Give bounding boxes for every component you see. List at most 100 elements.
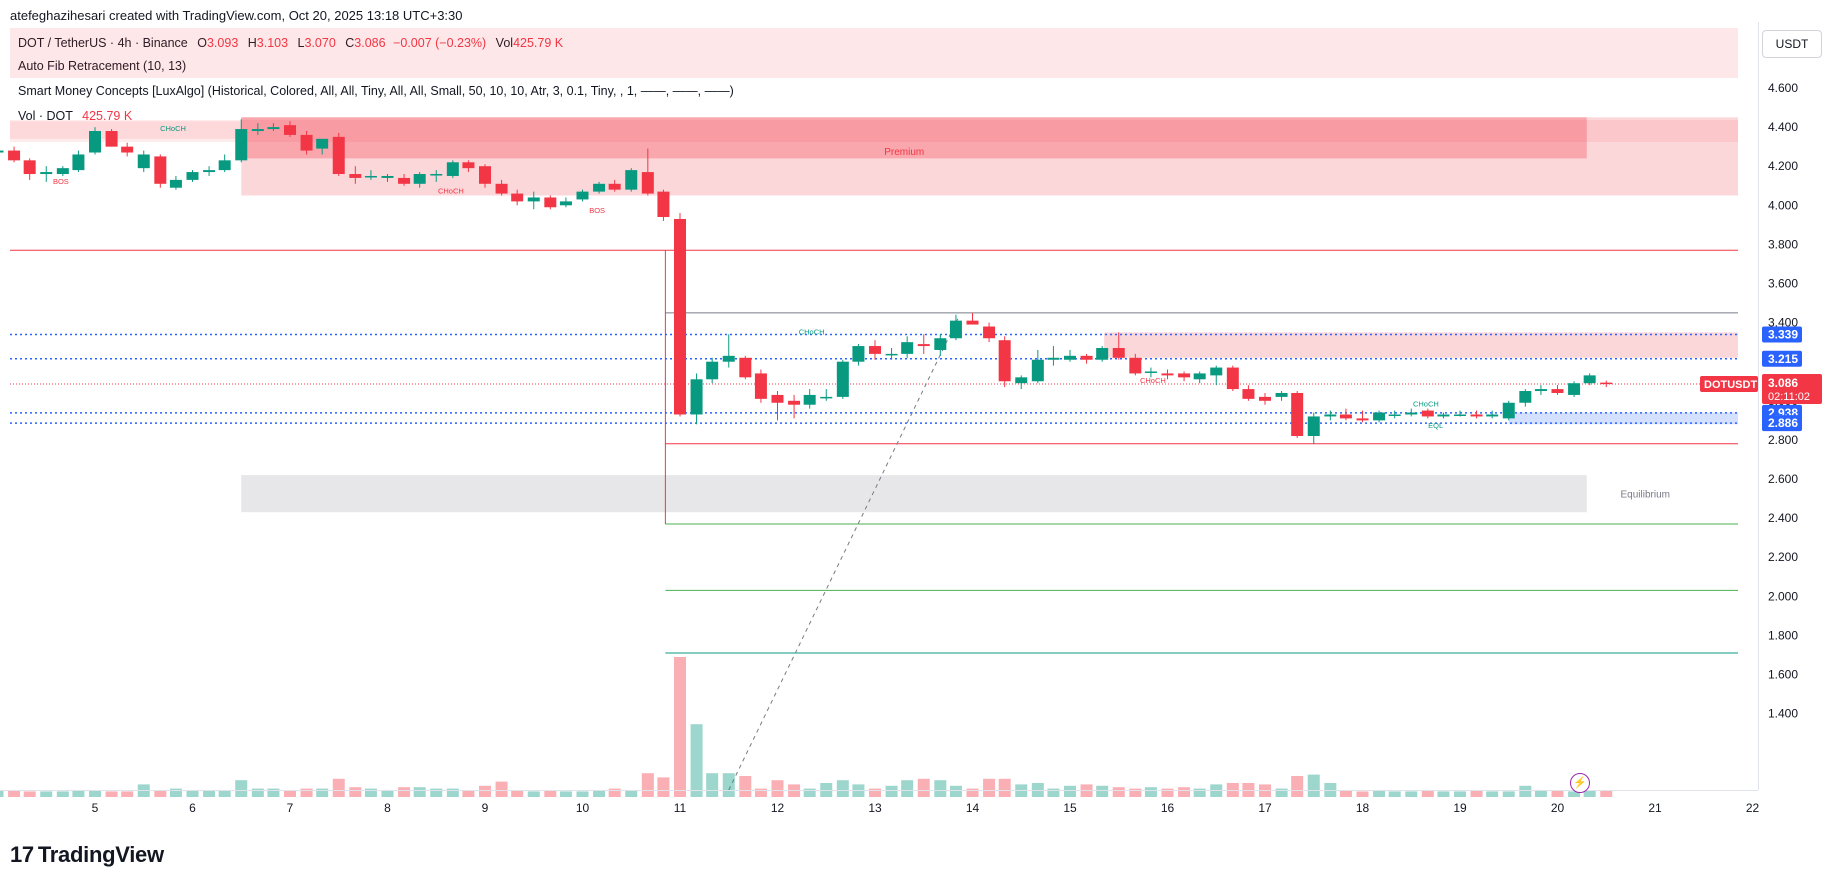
- ohlc-vol-label: Vol: [495, 36, 514, 50]
- price-tick: 2.600: [1768, 472, 1798, 486]
- price-tick: 4.600: [1768, 81, 1798, 95]
- indicator-fib[interactable]: Auto Fib Retracement (10, 13): [18, 59, 187, 73]
- candle-body: [917, 344, 930, 347]
- candle-body: [771, 394, 784, 403]
- candle-body: [23, 160, 36, 175]
- volume-bar: [446, 788, 459, 797]
- level-tag-text: 2.886: [1768, 416, 1798, 430]
- candle-body: [203, 170, 216, 173]
- zone-label-equilibrium: Equilibrium: [1621, 490, 1670, 501]
- candle-body: [576, 191, 589, 200]
- candle-body: [934, 338, 947, 350]
- time-axis[interactable]: [0, 790, 1758, 819]
- volume-bar: [1096, 785, 1109, 797]
- volume-bar: [1178, 787, 1191, 797]
- volume-bar: [300, 788, 313, 797]
- volume-bar: [284, 790, 296, 797]
- candle-body: [235, 129, 248, 161]
- volume-bar: [934, 780, 947, 797]
- chart-legend: DOT / TetherUS · 4h · Binance O3.093 H3.…: [18, 34, 734, 130]
- volume-bar: [169, 788, 182, 797]
- volume-bar: [1339, 790, 1352, 797]
- price-tick: 3.600: [1768, 277, 1798, 291]
- volume-bar: [917, 778, 930, 797]
- volume-bar: [949, 785, 962, 797]
- volume-bar: [1486, 791, 1499, 797]
- volume-bar: [1405, 791, 1418, 797]
- candle-body: [1193, 373, 1206, 380]
- last-price-tag: [1762, 373, 1822, 404]
- ohlc-close: 3.086: [354, 36, 386, 50]
- indicator-smc[interactable]: Smart Money Concepts [LuxAlgo] (Historic…: [18, 84, 734, 98]
- candle-body: [1534, 389, 1547, 392]
- candle-body: [966, 320, 979, 325]
- volume-bar: [722, 773, 735, 797]
- price-tick: 2.800: [1768, 433, 1798, 447]
- candle-body: [690, 379, 703, 415]
- time-tick: 22: [1746, 801, 1760, 815]
- volume-bar: [998, 778, 1011, 797]
- volume-bar: [8, 790, 21, 797]
- price-tick: 1.800: [1768, 628, 1798, 642]
- candle-body: [1064, 355, 1076, 360]
- time-tick: 5: [92, 801, 99, 815]
- volume-bar: [1112, 787, 1125, 797]
- ohlc-vol: 425.79 K: [513, 36, 564, 50]
- ohlc-close-label: C: [345, 36, 355, 50]
- candle-body: [251, 129, 264, 132]
- volume-bar: [89, 790, 101, 797]
- candle-body: [1259, 396, 1271, 401]
- zone-label-premium: Premium: [884, 147, 924, 158]
- bolt-icon[interactable]: ⚡: [1570, 773, 1590, 793]
- candle-body: [462, 162, 475, 169]
- volume-bar: [836, 780, 849, 797]
- symbol-tag: [1700, 375, 1758, 392]
- time-tick: 9: [482, 801, 489, 815]
- candle-body: [1129, 357, 1142, 374]
- indicator-volume-value: 425.79 K: [82, 109, 133, 123]
- volume-bar: [235, 780, 248, 797]
- volume-bar: [869, 788, 881, 797]
- volume-bar: [706, 773, 719, 797]
- volume-bar: [121, 791, 134, 797]
- volume-bar: [1600, 790, 1613, 797]
- volume-bar: [1064, 785, 1076, 797]
- volume-bar: [1519, 785, 1532, 797]
- price-chart[interactable]: Premium Equilibrium CHoCH BOS CHoCH BOS CHoCH C…: [0, 0, 1835, 830]
- candle-body: [1324, 414, 1337, 417]
- symbol-title[interactable]: DOT / TetherUS · 4h · Binance: [18, 36, 188, 50]
- volume-bar: [885, 785, 898, 797]
- volume-bar: [56, 791, 69, 797]
- candle-body: [1031, 359, 1044, 382]
- time-tick: 8: [384, 801, 391, 815]
- candle-body: [593, 183, 606, 192]
- candle-body: [381, 175, 394, 178]
- price-tick: 1.400: [1768, 707, 1798, 721]
- time-tick: 15: [1063, 801, 1077, 815]
- level-tag-text: 3.339: [1768, 328, 1798, 342]
- time-tick: 11: [674, 801, 687, 815]
- candle-body: [1437, 414, 1450, 417]
- time-tick: 14: [966, 801, 980, 815]
- volume-bar: [462, 790, 475, 797]
- candle-body: [739, 357, 752, 378]
- structure-label: CHoCH: [438, 187, 464, 196]
- candle-body: [1015, 377, 1028, 384]
- candle-body: [349, 174, 362, 178]
- currency-button[interactable]: USDT: [1762, 30, 1822, 58]
- countdown-text: 02:11:02: [1768, 391, 1810, 403]
- symbol-row[interactable]: DOT / TetherUS · 4h · Binance O3.093 H3.…: [18, 34, 734, 52]
- volume-bar: [218, 790, 231, 797]
- volume-bar: [1534, 790, 1547, 797]
- price-tick: 4.200: [1768, 159, 1798, 173]
- ohlc-change: −0.007 (−0.23%): [393, 36, 487, 50]
- candle-body: [869, 346, 881, 354]
- volume-bar: [576, 791, 589, 797]
- candle-body: [1275, 392, 1288, 397]
- candle-body: [836, 361, 849, 397]
- candle-body: [1551, 389, 1564, 393]
- price-tick: 3.800: [1768, 237, 1798, 251]
- candle-body: [316, 138, 329, 149]
- indicator-volume[interactable]: Vol · DOT 425.79 K: [18, 107, 734, 125]
- candle-body: [56, 168, 69, 175]
